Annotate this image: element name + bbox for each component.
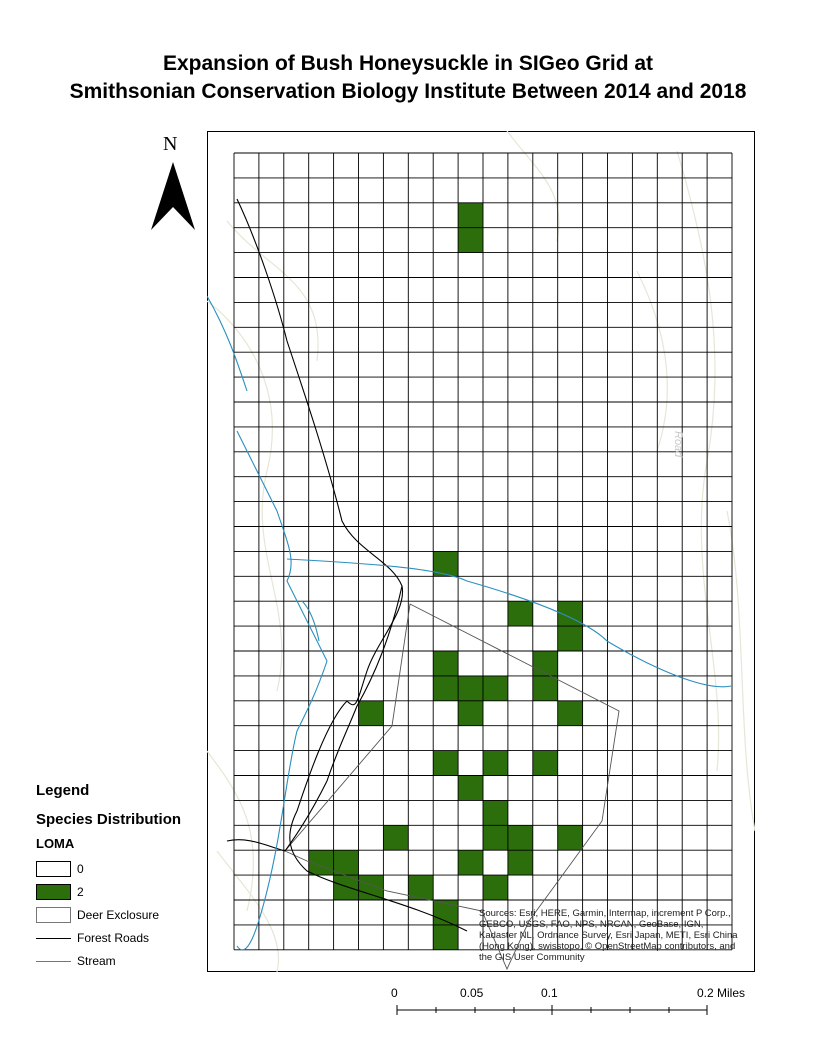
occupied-cell [557,825,583,851]
occupied-cell [308,850,334,876]
occupied-cell [458,202,483,228]
north-arrow-icon [151,162,195,230]
legend-line-swatch [36,930,71,946]
occupied-cell [483,825,508,851]
occupied-cell [458,700,483,726]
legend-swatch [36,883,71,900]
occupied-cell [333,875,359,900]
scale-label: 0.1 [541,986,558,1000]
contour-line [636,270,669,452]
map-attribution: Sources: Esri, HERE, Garmin, Intermap, i… [479,908,738,963]
occupied-cell [483,800,508,826]
grid-lines [233,152,733,951]
forest-road [236,198,468,932]
stream-line [301,600,320,642]
occupied-cell [433,924,459,950]
occupied-cell [483,675,508,701]
legend-label: 0 [77,861,84,876]
occupied-cell [458,775,483,801]
north-label: N [163,133,178,155]
occupied-cell [507,850,533,876]
contour-line [207,300,283,692]
occupied-cell [507,825,533,851]
stream-line [236,430,328,951]
occupied-cell [557,626,583,651]
deer-exclosure [284,603,620,971]
map-title-line-2: Smithsonian Conservation Biology Institu… [69,80,747,103]
legend-title: Legend [36,782,90,799]
occupied-cell [433,651,459,676]
legend-line-swatch [36,953,71,969]
contour-line [226,220,319,362]
legend-layer-name: LOMA [36,836,75,851]
occupied-cell [383,825,409,851]
stream-line [207,295,248,392]
map-frame [207,131,755,972]
legend-label: Forest Roads [77,930,150,945]
occupied-cell [408,875,434,900]
occupied-cell [358,700,384,726]
streams [207,295,732,951]
contour-line [506,131,560,242]
map-title: Expansion of Bush Honeysuckle in SIGeo G… [0,50,816,106]
occupied-cell [458,850,483,876]
occupied-cell [458,675,483,701]
map-canvas[interactable]: Road [207,131,755,972]
forest-roads [226,198,468,932]
scale-labels: 0 0.05 0.1 0.2 Miles [0,986,816,1002]
legend-swatch [36,860,71,877]
contour-line [207,750,255,912]
legend: Legend Species Distribution LOMA 0 2 Dee… [36,782,206,972]
occupied-cell [532,675,558,701]
scale-label: 0.05 [460,986,484,1000]
occupied-cell [557,700,583,726]
occupied-cell [483,875,508,900]
legend-label: Stream [77,953,116,968]
legend-item-stream: Stream [36,949,206,972]
forest-road [284,585,403,852]
map-title-line-1: Expansion of Bush Honeysuckle in SIGeo G… [162,52,654,75]
stream-line [286,558,732,688]
basemap-road-label: Road [672,431,684,458]
occupied-cell [433,675,459,701]
occupied-cell [358,875,384,900]
legend-item-zero: 0 [36,857,206,880]
legend-subtitle: Species Distribution [36,811,182,828]
scale-label: 0.2 Miles [697,986,746,1000]
grid-cells [308,202,583,950]
occupied-cell [483,750,508,776]
legend-label: 2 [77,884,84,899]
occupied-cell [532,750,558,776]
legend-item-two: 2 [36,880,206,903]
forest-road [226,839,286,852]
legend-item-deer-exclosure: Deer Exclosure [36,903,206,926]
occupied-cell [433,750,459,776]
occupied-cell [532,651,558,676]
occupied-cell [458,227,483,253]
scale-label: 0 [391,986,398,1000]
legend-item-forest-roads: Forest Roads [36,926,206,949]
legend-label: Deer Exclosure [77,907,160,922]
occupied-cell [507,601,533,627]
occupied-cell [333,850,359,876]
contour-line [726,510,755,832]
scale-bar [396,1005,708,1015]
contour-line [216,850,280,972]
legend-swatch [36,906,71,923]
deer-exclosure-outline [284,603,620,971]
